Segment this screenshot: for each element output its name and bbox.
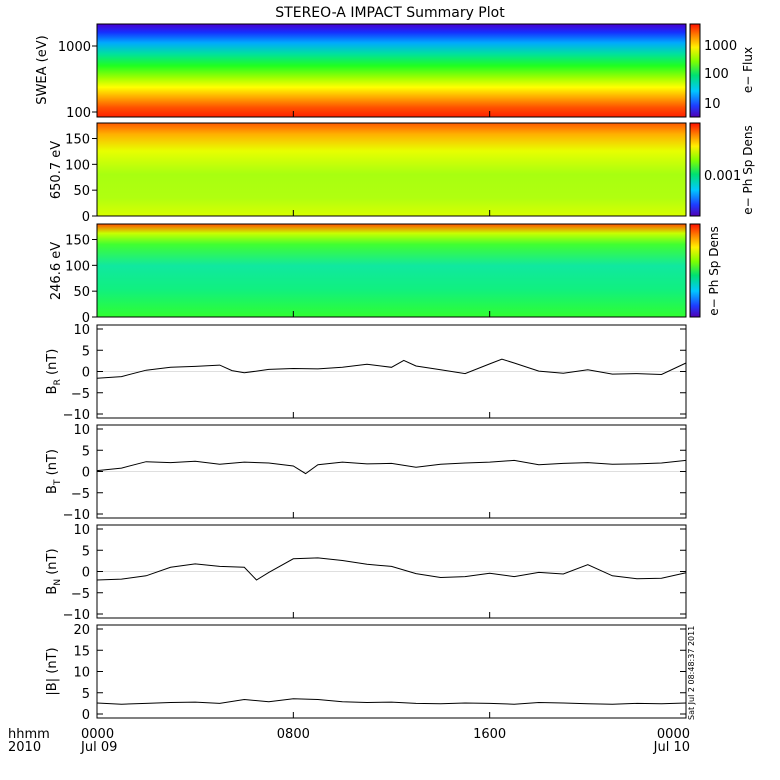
bmag-ylabel: |B| (nT) (45, 647, 60, 695)
br-ytick-label: −10 (63, 408, 90, 423)
pa650-panel: 0 50 100 150 650.7 eV 0.001 e− Ph Sp Dens (49, 122, 755, 225)
pa246-ytick-label: 100 (65, 259, 90, 274)
br-series-line (96, 358, 687, 379)
plot-title: STEREO-A IMPACT Summary Plot (275, 5, 505, 21)
br-ylabel-unit: (nT) (45, 349, 60, 379)
pa650-ytick-label: 50 (73, 184, 90, 199)
swea-ytick-1000: 1000 (58, 40, 91, 55)
swea-ytick-100: 100 (66, 106, 91, 121)
swea-cbar-tick-10: 10 (704, 97, 721, 112)
bmag-panel: 0 5 10 15 20 |B| (nT) (45, 623, 687, 723)
pa650-spectrogram-image (97, 123, 686, 216)
bt-ytick-label: −5 (71, 487, 90, 502)
bmag-ytick-label: 10 (73, 666, 90, 681)
bmag-ytick-label: 15 (73, 644, 90, 659)
time-tick-label: 0800 (277, 727, 310, 742)
pa650-ytick-label: 150 (65, 133, 90, 148)
timestamp: Sat Jul 2 08:48:37 2011 (687, 626, 696, 720)
swea-spectrogram-panel: 1000 100 SWEA (eV) 1000 100 10 e− Flux (35, 23, 755, 121)
bt-panel: −10 −5 0 5 10 BT (nT) (45, 423, 687, 523)
swea-spectrogram-image (97, 24, 686, 117)
bt-ylabel-unit: (nT) (45, 449, 60, 479)
bn-ylabel-sub: N (53, 579, 63, 586)
pa650-cbar-label: e− Ph Sp Dens (741, 125, 755, 214)
pa246-yticks: 0 50 100 150 (65, 234, 97, 326)
bt-ytick-label: 10 (73, 423, 90, 438)
bn-ytick-label: −10 (63, 608, 90, 623)
br-ylabel: BR (nT) (45, 349, 63, 395)
swea-cbar-label: e− Flux (741, 47, 755, 93)
time-axis-label-year: 2010 (8, 740, 41, 755)
bn-ylabel-unit: (nT) (45, 548, 60, 578)
time-tick-label: 1600 (473, 727, 506, 742)
bt-ytick-label: −10 (63, 508, 90, 523)
bt-ylabel-sub: T (53, 479, 63, 486)
bn-ylabel: BN (nT) (45, 548, 63, 594)
br-ylabel-sub: R (53, 379, 63, 385)
pa246-ylabel: 246.6 eV (49, 242, 64, 300)
pa246-ytick-label: 0 (82, 311, 90, 326)
bmag-series-line (96, 698, 687, 705)
time-tick-date: Jul 09 (80, 740, 117, 755)
br-ytick-label: −5 (71, 387, 90, 402)
pa650-cbar-tick: 0.001 (704, 169, 741, 184)
bn-ytick-label: 5 (82, 544, 90, 559)
pa650-yticks: 0 50 100 150 (65, 133, 97, 225)
time-tick-label: 0000 (81, 727, 114, 742)
bn-ylabel-main: B (45, 586, 60, 595)
pa246-cbar-label: e− Ph Sp Dens (707, 226, 721, 315)
bt-ytick-label: 0 (82, 466, 90, 481)
pa246-ytick-label: 150 (65, 234, 90, 249)
swea-cbar-tick-1000: 1000 (704, 39, 737, 54)
bmag-ytick-label: 20 (73, 623, 90, 638)
bn-series-line (96, 557, 687, 581)
br-ytick-label: 0 (82, 366, 90, 381)
bn-ytick-label: 0 (82, 566, 90, 581)
swea-cbar-tick-100: 100 (704, 67, 729, 82)
pa246-ytick-label: 50 (73, 285, 90, 300)
bmag-ytick-label: 0 (82, 708, 90, 723)
bt-ytick-label: 5 (82, 444, 90, 459)
bmag-ylabel-main: |B| (45, 678, 60, 696)
time-tick-label: 0000 (657, 727, 690, 742)
bmag-ylabel-unit: (nT) (45, 647, 60, 677)
pa650-ytick-label: 100 (65, 158, 90, 173)
swea-colorbar (689, 23, 701, 118)
br-ylabel-main: B (45, 385, 60, 394)
br-ytick-label: 5 (82, 344, 90, 359)
time-axis-label-hhmm: hhmm (8, 727, 50, 742)
br-ytick-label: 10 (73, 323, 90, 338)
bn-ytick-label: −5 (71, 587, 90, 602)
bmag-ytick-label: 5 (82, 687, 90, 702)
pa650-colorbar (689, 122, 701, 217)
swea-ylabel: SWEA (eV) (35, 35, 50, 104)
pa246-spectrogram-image (97, 224, 686, 317)
pa650-ylabel: 650.7 eV (49, 141, 64, 199)
pa246-colorbar (689, 223, 701, 318)
bt-ylabel: BT (nT) (45, 449, 63, 494)
pa246-panel: 0 50 100 150 246.6 eV e− Ph Sp Dens (49, 223, 721, 326)
bn-panel: −10 −5 0 5 10 BN (nT) (45, 523, 687, 623)
bn-ytick-label: 10 (73, 523, 90, 538)
time-tick-date: Jul 10 (653, 740, 690, 755)
bt-series-line (96, 459, 687, 475)
pa650-ytick-label: 0 (82, 210, 90, 225)
br-panel: −10 −5 0 5 10 BR (nT) (45, 323, 687, 423)
bt-ylabel-main: B (45, 485, 60, 494)
